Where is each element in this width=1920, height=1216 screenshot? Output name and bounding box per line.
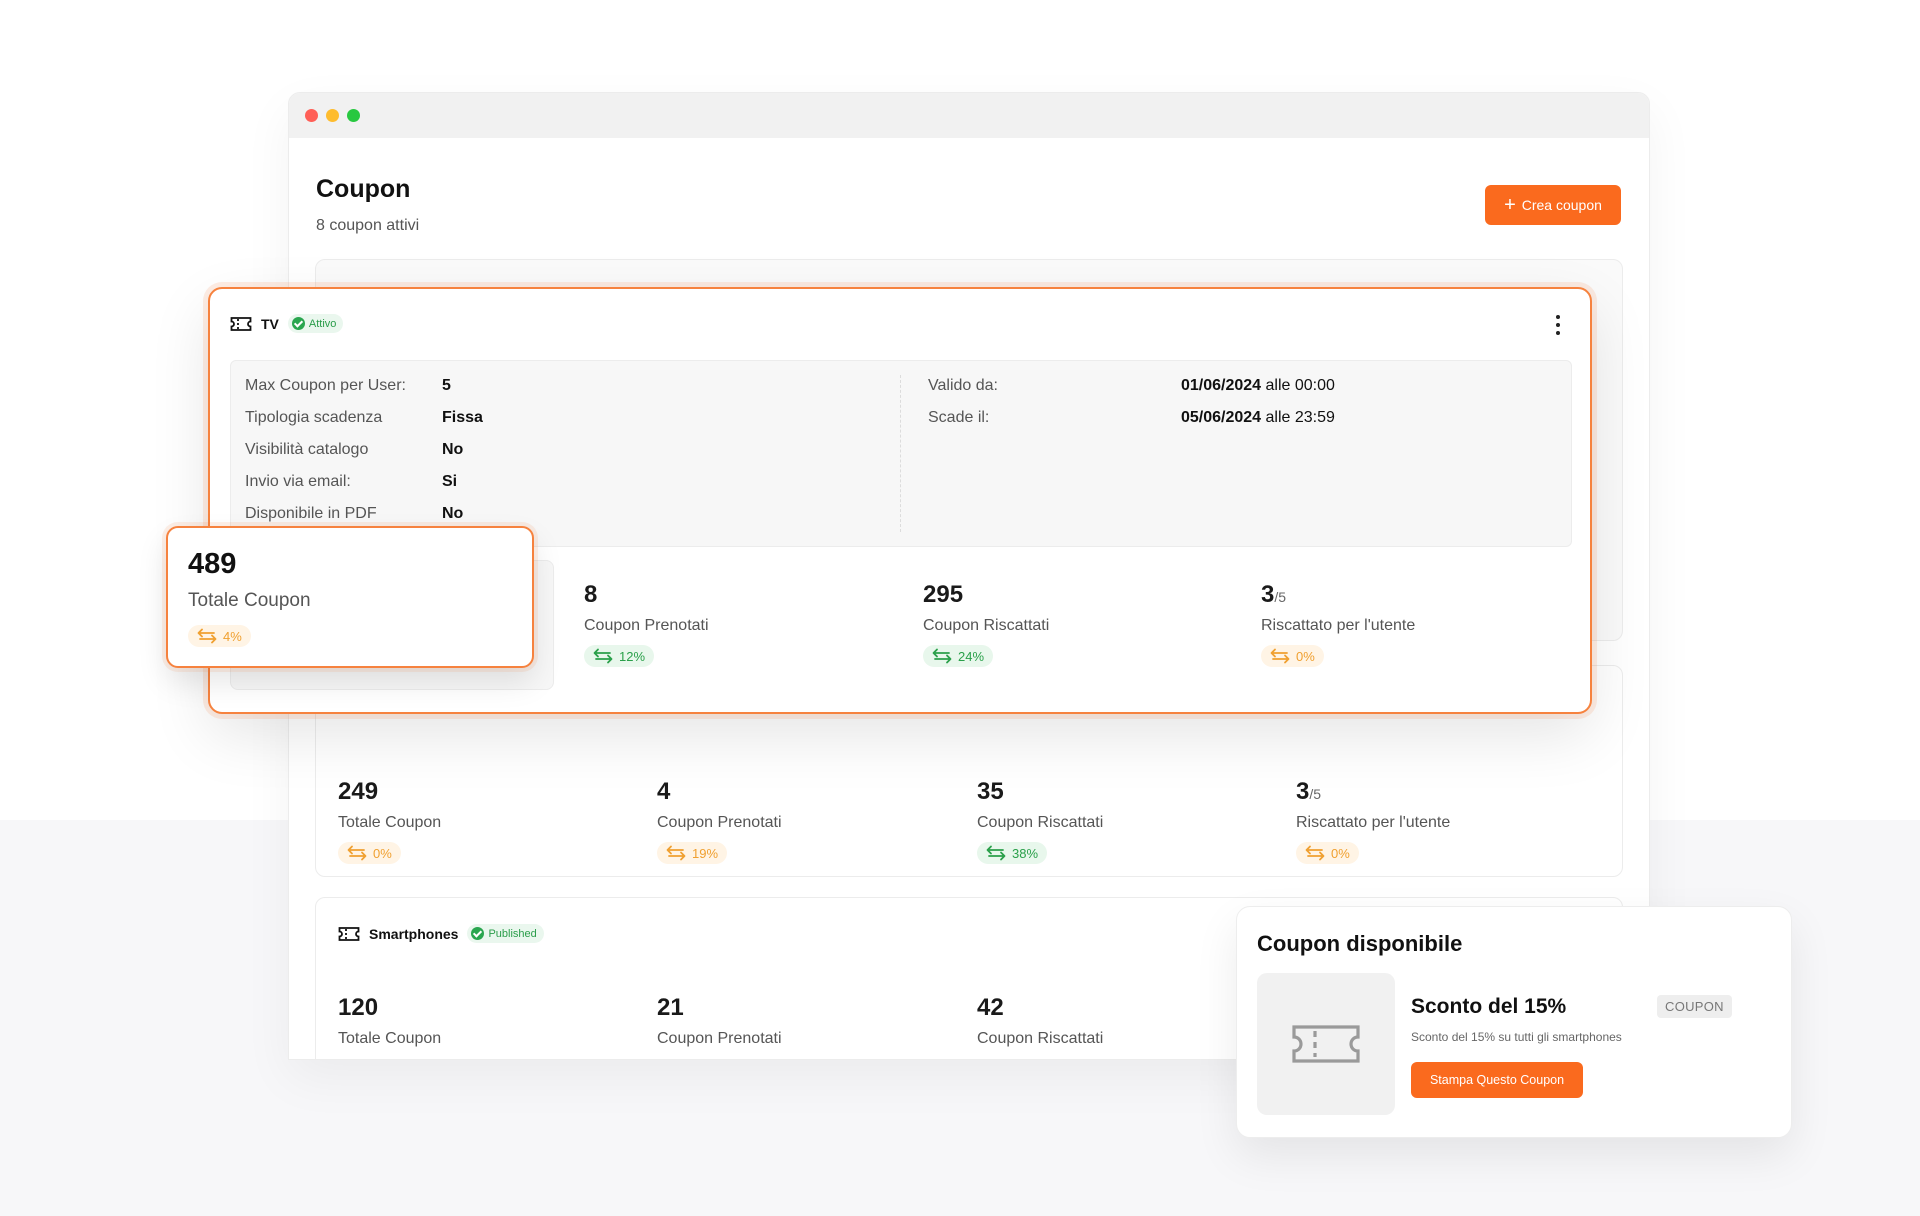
stat-value: 249: [338, 778, 379, 805]
coupon-tag: COUPON: [1657, 995, 1732, 1018]
available-coupon-panel: Coupon disponibile Sconto del 15% COUPON…: [1236, 906, 1792, 1138]
stat-value: 8: [584, 581, 598, 608]
stat-label: Totale Coupon: [188, 590, 311, 611]
stat-label: Coupon Prenotati: [657, 1030, 782, 1047]
stat-total: 249 Totale Coupon 0%: [338, 778, 441, 866]
stat-value: 3/5: [1296, 778, 1322, 805]
coupon-card-tv[interactable]: TV Attivo Max Coupon per User: 5 Tipologi…: [208, 287, 1592, 714]
stat-reserved: 4 Coupon Prenotati 19%: [657, 778, 782, 866]
stat-delta: 0%: [338, 842, 401, 864]
swap-arrows-icon: [986, 845, 1006, 861]
check-icon: [291, 317, 305, 330]
stat-value: 120: [338, 994, 379, 1021]
print-coupon-button[interactable]: Stampa Questo Coupon: [1411, 1062, 1583, 1098]
coupon-thumbnail: [1257, 973, 1395, 1115]
plus-icon: +: [1504, 194, 1516, 216]
coupon-name: Smartphones: [369, 925, 459, 942]
create-coupon-label: Crea coupon: [1521, 197, 1602, 213]
stat-label: Coupon Prenotati: [657, 814, 782, 831]
stat-label: Coupon Riscattati: [923, 617, 1050, 634]
ticket-icon: [338, 926, 360, 941]
stat-delta: 12%: [584, 645, 655, 667]
stat-label: Coupon Riscattati: [977, 814, 1104, 831]
stat-delta: 0%: [1261, 645, 1324, 667]
stat-label: Riscattato per l'utente: [1261, 617, 1416, 634]
stat-value: 295: [923, 581, 964, 608]
stat-redeemed: 295 Coupon Riscattati 24%: [923, 581, 1049, 669]
stat-per-user: 3/5 Riscattato per l'utente 0%: [1261, 581, 1415, 669]
stat-reserved: 8 Coupon Prenotati 12%: [584, 581, 709, 669]
card-header: TV Attivo: [230, 314, 344, 333]
kebab-menu-icon[interactable]: [1556, 315, 1560, 339]
details-divider: [900, 375, 901, 532]
stat-reserved: 21 Coupon Prenotati: [657, 994, 782, 1048]
maximize-window-button[interactable]: [347, 109, 360, 122]
swap-arrows-icon: [1305, 845, 1325, 861]
panel-title: Coupon disponibile: [1257, 931, 1463, 956]
stat-redeemed: 35 Coupon Riscattati 38%: [977, 778, 1103, 866]
stat-delta: 4%: [188, 625, 251, 647]
page-subtitle: 8 coupon attivi: [316, 217, 420, 234]
stat-label: Totale Coupon: [338, 1030, 442, 1047]
swap-arrows-icon: [932, 648, 952, 664]
stat-delta: 24%: [923, 645, 994, 667]
stat-label: Riscattato per l'utente: [1296, 814, 1451, 831]
swap-arrows-icon: [666, 845, 686, 861]
stat-card-total-highlight[interactable]: 489 Totale Coupon 4%: [166, 526, 534, 668]
window-titlebar: [289, 93, 1649, 138]
stat-value: 489: [188, 548, 237, 580]
check-icon: [471, 927, 485, 940]
stat-label: Coupon Prenotati: [584, 617, 709, 634]
stat-value: 42: [977, 994, 1004, 1021]
stat-value: 35: [977, 778, 1004, 805]
card-header: Smartphones Published: [338, 924, 544, 943]
coupon-details: Max Coupon per User: 5 Tipologia scadenza…: [230, 360, 1572, 547]
stat-label: Coupon Riscattati: [977, 1030, 1104, 1047]
create-coupon-button[interactable]: + Crea coupon: [1485, 185, 1621, 225]
stat-value: 3/5: [1261, 581, 1287, 608]
coupon-title: Sconto del 15%: [1411, 995, 1567, 1018]
close-window-button[interactable]: [305, 109, 318, 122]
swap-arrows-icon: [347, 845, 367, 861]
status-badge: Attivo: [287, 314, 344, 333]
swap-arrows-icon: [593, 648, 613, 664]
ticket-icon: [230, 316, 252, 331]
swap-arrows-icon: [197, 628, 217, 644]
stat-total: 120 Totale Coupon: [338, 994, 441, 1048]
coupon-description: Sconto del 15% su tutti gli smartphones: [1411, 1030, 1622, 1044]
stat-delta: 0%: [1296, 842, 1359, 864]
minimize-window-button[interactable]: [326, 109, 339, 122]
stat-label: Totale Coupon: [338, 814, 442, 831]
coupon-name: TV: [261, 315, 279, 332]
swap-arrows-icon: [1270, 648, 1290, 664]
stat-value: 4: [657, 778, 671, 805]
page-title: Coupon: [316, 175, 411, 203]
ticket-icon: [1292, 1025, 1360, 1063]
stat-delta: 38%: [977, 842, 1048, 864]
stat-per-user: 3/5 Riscattato per l'utente 0%: [1296, 778, 1450, 866]
stat-redeemed: 42 Coupon Riscattati: [977, 994, 1103, 1048]
stat-value: 21: [657, 994, 684, 1021]
stat-delta: 19%: [657, 842, 728, 864]
status-badge: Published: [467, 924, 544, 943]
